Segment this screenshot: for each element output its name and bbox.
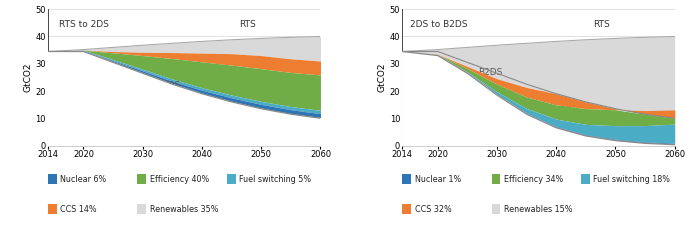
- Y-axis label: GtCO2: GtCO2: [377, 63, 387, 92]
- Text: Nuclear 6%: Nuclear 6%: [60, 175, 107, 183]
- Text: Efficiency 40%: Efficiency 40%: [149, 175, 209, 183]
- Text: Nuclear 1%: Nuclear 1%: [414, 175, 461, 183]
- Y-axis label: GtCO2: GtCO2: [23, 63, 32, 92]
- Text: B2DS: B2DS: [479, 68, 503, 77]
- Text: 2DS: 2DS: [560, 106, 579, 115]
- Text: 2DS to B2DS: 2DS to B2DS: [410, 20, 468, 29]
- Text: Fuel switching 18%: Fuel switching 18%: [593, 175, 670, 183]
- Text: Fuel switching 5%: Fuel switching 5%: [239, 175, 311, 183]
- Text: Renewables 15%: Renewables 15%: [504, 205, 573, 213]
- Text: RTS: RTS: [593, 20, 610, 29]
- Text: Renewables 35%: Renewables 35%: [149, 205, 218, 213]
- Text: RTS to 2DS: RTS to 2DS: [59, 20, 109, 29]
- Text: CCS 14%: CCS 14%: [60, 205, 97, 213]
- Text: CCS 32%: CCS 32%: [414, 205, 451, 213]
- Text: Efficiency 34%: Efficiency 34%: [504, 175, 563, 183]
- Text: RTS: RTS: [238, 20, 256, 29]
- Text: 2DS: 2DS: [162, 81, 181, 90]
